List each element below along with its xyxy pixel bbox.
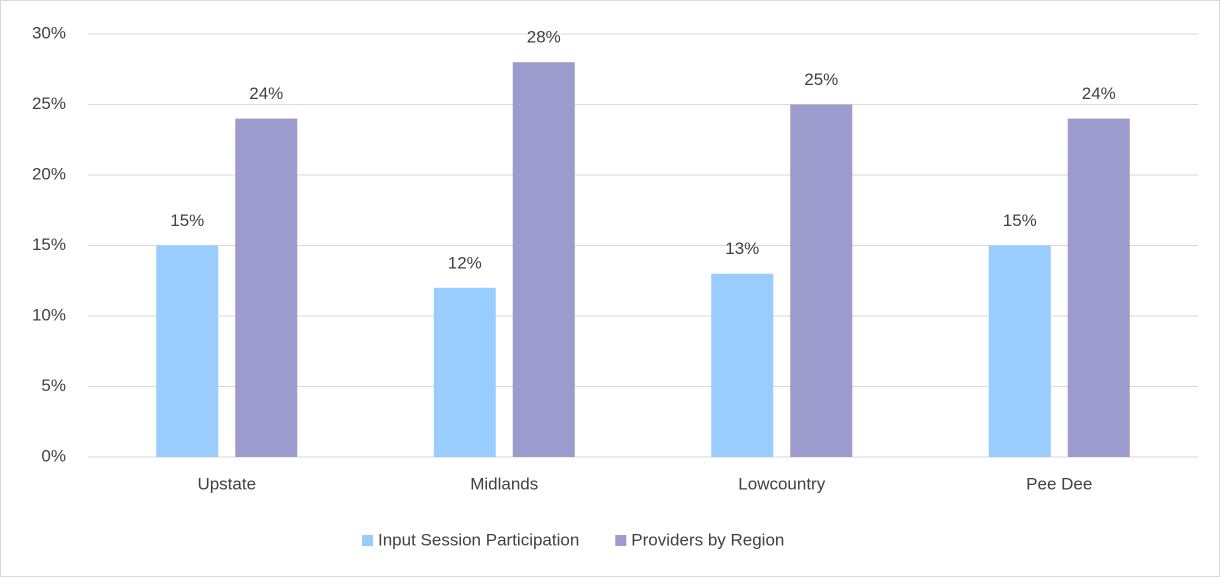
y-tick-label: 10% bbox=[32, 305, 66, 324]
data-label: 28% bbox=[527, 28, 561, 47]
data-label: 15% bbox=[170, 211, 204, 230]
x-tick-label: Lowcountry bbox=[738, 474, 825, 493]
data-label: 24% bbox=[249, 84, 283, 103]
y-tick-label: 15% bbox=[32, 235, 66, 254]
y-tick-label: 25% bbox=[32, 94, 66, 113]
legend-swatch bbox=[615, 535, 627, 546]
y-tick-label: 20% bbox=[32, 164, 66, 183]
bar bbox=[1067, 118, 1130, 457]
bar bbox=[235, 118, 298, 457]
data-label: 24% bbox=[1082, 84, 1116, 103]
legend-swatch bbox=[362, 535, 373, 546]
y-tick-label: 5% bbox=[41, 376, 66, 395]
bar bbox=[988, 245, 1051, 457]
bar bbox=[512, 62, 575, 457]
bar bbox=[433, 287, 496, 457]
data-label: 13% bbox=[725, 239, 759, 258]
data-label: 15% bbox=[1003, 211, 1037, 230]
legend-label: Input Session Participation bbox=[378, 530, 579, 549]
bar bbox=[156, 245, 219, 457]
legend-label: Providers by Region bbox=[631, 530, 784, 549]
data-label: 12% bbox=[448, 253, 482, 272]
y-tick-label: 0% bbox=[41, 446, 66, 465]
data-label: 25% bbox=[804, 70, 838, 89]
x-tick-label: Pee Dee bbox=[1026, 474, 1092, 493]
y-tick-label: 30% bbox=[32, 23, 66, 42]
x-tick-label: Upstate bbox=[197, 474, 256, 493]
bar bbox=[790, 104, 853, 457]
bar bbox=[711, 273, 774, 457]
x-tick-label: Midlands bbox=[470, 474, 538, 493]
